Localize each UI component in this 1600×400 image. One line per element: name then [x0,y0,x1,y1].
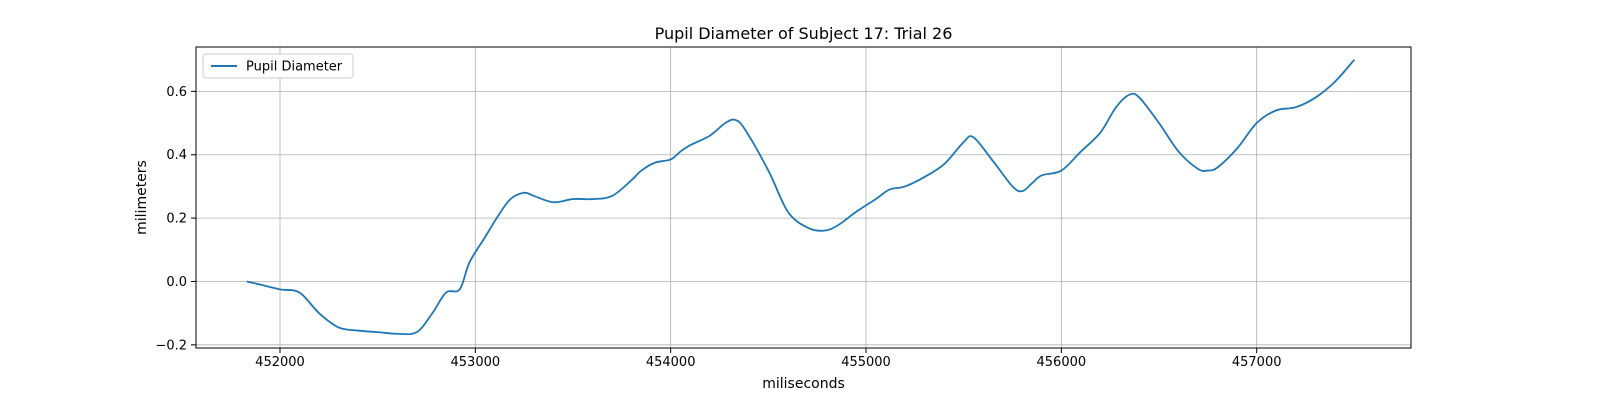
y-tick-label: 0.6 [166,85,187,100]
y-axis-label: milimeters [134,160,150,235]
legend: Pupil Diameter [202,53,354,79]
x-tick-label: 454000 [646,355,696,370]
y-tick-label: −0.2 [155,338,187,353]
legend-entry-pupil-diameter: Pupil Diameter [246,60,343,75]
x-axis-ticks: 452000 453000 454000 455000 456000 457000 [255,348,1282,370]
series-line-pupil-diameter [246,59,1356,336]
series-layer [246,59,1356,336]
x-tick-label: 457000 [1232,355,1282,370]
x-tick-label: 455000 [841,355,891,370]
y-tick-label: 0.2 [166,212,187,227]
legend-box [202,53,354,79]
plot-frame [195,46,1412,349]
y-tick-label: 0.4 [166,148,187,163]
x-tick-label: 452000 [255,355,305,370]
chart-title: Pupil Diameter of Subject 17: Trial 26 [655,24,953,43]
y-tick-label: 0.0 [166,275,187,290]
grid-lines [196,47,1411,348]
x-tick-label: 453000 [451,355,501,370]
y-axis-ticks: −0.2 0.0 0.2 0.4 0.6 [155,85,196,353]
x-tick-label: 456000 [1037,355,1087,370]
x-axis-label: miliseconds [762,376,845,392]
